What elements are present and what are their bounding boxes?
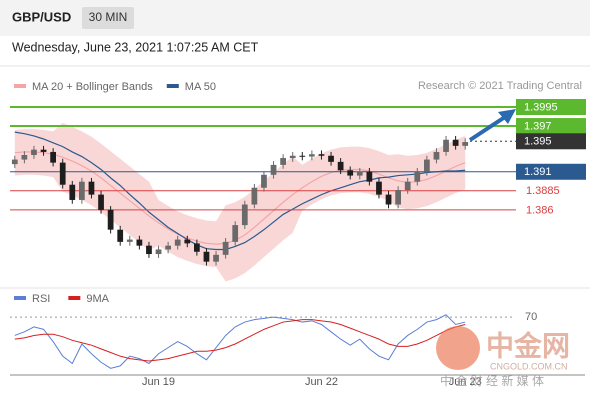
candle-body bbox=[98, 194, 104, 210]
candle-body bbox=[404, 181, 411, 191]
watermark-slogan: 中 金 财 经 新 媒 体 bbox=[440, 373, 544, 388]
candle-body bbox=[433, 151, 440, 160]
ma-line bbox=[14, 131, 466, 251]
legend-swatch bbox=[14, 84, 26, 88]
candle-body bbox=[270, 164, 277, 175]
level-label-box bbox=[516, 163, 586, 180]
candle-body bbox=[117, 229, 124, 242]
symbol: GBP/USD bbox=[12, 9, 71, 24]
candle-body bbox=[31, 149, 37, 155]
candle-body bbox=[366, 171, 373, 182]
x-tick-label: Jun 23 bbox=[449, 376, 482, 388]
x-tick-label: Jun 22 bbox=[305, 376, 338, 388]
candle-body bbox=[174, 239, 181, 246]
candle-body bbox=[443, 139, 449, 152]
candle-body bbox=[289, 155, 296, 159]
candle-body bbox=[155, 249, 162, 255]
candle-body bbox=[40, 149, 47, 152]
candle-body bbox=[107, 209, 114, 230]
legend-label: RSI bbox=[32, 293, 50, 305]
candle-body bbox=[385, 194, 392, 205]
candle-body bbox=[146, 245, 152, 255]
candle-body bbox=[203, 251, 210, 262]
legend-label: MA 20 + Bollinger Bands bbox=[32, 81, 153, 93]
interval-box[interactable] bbox=[82, 7, 134, 29]
candle-body bbox=[79, 181, 85, 200]
candle-body bbox=[213, 254, 219, 262]
source: Research © 2021 Trading Central bbox=[418, 80, 582, 92]
level-label-box bbox=[516, 118, 586, 135]
candle-body bbox=[318, 154, 325, 156]
candle-body bbox=[21, 155, 28, 160]
candle-body bbox=[165, 245, 171, 250]
bollinger-band bbox=[14, 123, 466, 282]
legend-swatch bbox=[68, 296, 81, 300]
level-label: 1.386 bbox=[526, 204, 554, 216]
watermark-name: 中金网 bbox=[486, 329, 570, 361]
candle-body bbox=[241, 204, 248, 226]
candle-body bbox=[356, 171, 363, 176]
candle-body bbox=[194, 243, 200, 252]
legend-label: 9MA bbox=[86, 293, 109, 305]
level-label: 1.397 bbox=[524, 120, 552, 132]
forecast-arrow-head bbox=[498, 109, 516, 124]
candle-body bbox=[11, 159, 18, 165]
candle-body bbox=[126, 239, 133, 242]
candle-body bbox=[222, 241, 229, 255]
interval[interactable]: 30 MIN bbox=[89, 10, 128, 24]
oscillator-line bbox=[14, 319, 466, 362]
level-label: 1.391 bbox=[524, 166, 552, 178]
candle-body bbox=[347, 170, 354, 176]
candle-body bbox=[69, 184, 76, 200]
candle-body bbox=[88, 181, 95, 195]
watermark: 中金网 CNGOLD.COM.CN 中 金 财 经 新 媒 体 bbox=[436, 326, 570, 388]
level-label-box bbox=[516, 99, 586, 115]
ma20-line bbox=[14, 151, 466, 245]
candle-body bbox=[184, 239, 191, 244]
candle-body bbox=[414, 171, 421, 182]
candle-body bbox=[136, 239, 143, 246]
legend-swatch bbox=[166, 84, 179, 88]
candle-body bbox=[452, 139, 459, 146]
level-label: 1.3995 bbox=[524, 101, 558, 113]
candle-body bbox=[424, 159, 430, 172]
candle-body bbox=[59, 162, 66, 185]
candle-body bbox=[232, 225, 239, 242]
legend-swatch bbox=[14, 296, 26, 300]
candle-body bbox=[50, 151, 56, 163]
candle-body bbox=[309, 154, 315, 157]
candle-body bbox=[376, 181, 382, 195]
watermark-site: CNGOLD.COM.CN bbox=[490, 361, 568, 371]
timestamp: Wednesday, June 23, 2021 1:07:25 AM CET bbox=[12, 40, 259, 54]
level-label-box bbox=[516, 133, 586, 150]
y-tick-label: 70 bbox=[525, 311, 537, 323]
candle-body bbox=[462, 142, 469, 146]
legend-label: MA 50 bbox=[185, 81, 216, 93]
candle-body bbox=[299, 155, 306, 157]
watermark-logo bbox=[436, 326, 480, 370]
level-label: 1.3885 bbox=[526, 185, 560, 197]
candle-body bbox=[395, 190, 401, 205]
oscillator-line bbox=[14, 314, 466, 369]
forecast-arrow bbox=[468, 113, 510, 142]
candle-body bbox=[251, 187, 258, 205]
candle-body bbox=[261, 174, 267, 188]
candle-body bbox=[280, 158, 286, 165]
x-tick-label: Jun 19 bbox=[142, 376, 175, 388]
level-label: 1.395 bbox=[524, 136, 552, 148]
candle-body bbox=[328, 155, 334, 162]
candle-body bbox=[337, 161, 344, 171]
